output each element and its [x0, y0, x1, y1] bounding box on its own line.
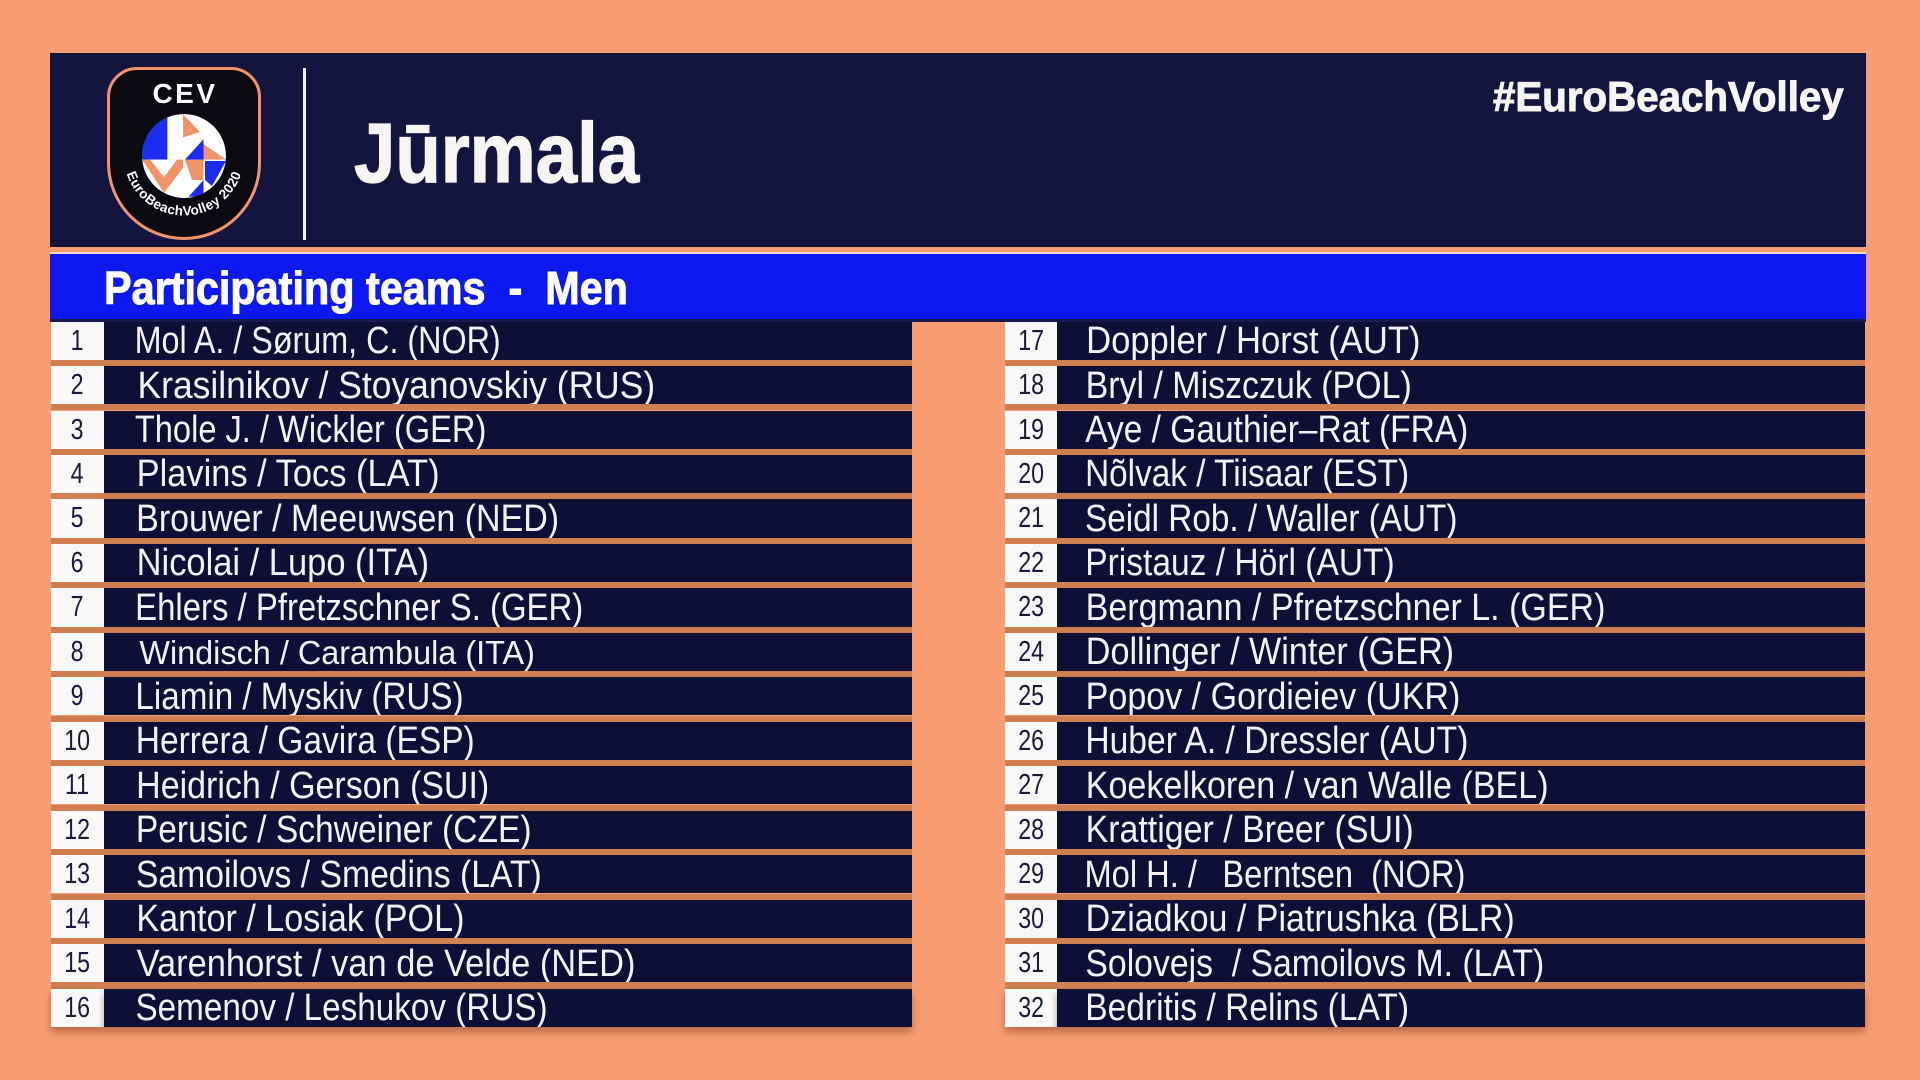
- svg-text:CEV: CEV: [152, 78, 217, 109]
